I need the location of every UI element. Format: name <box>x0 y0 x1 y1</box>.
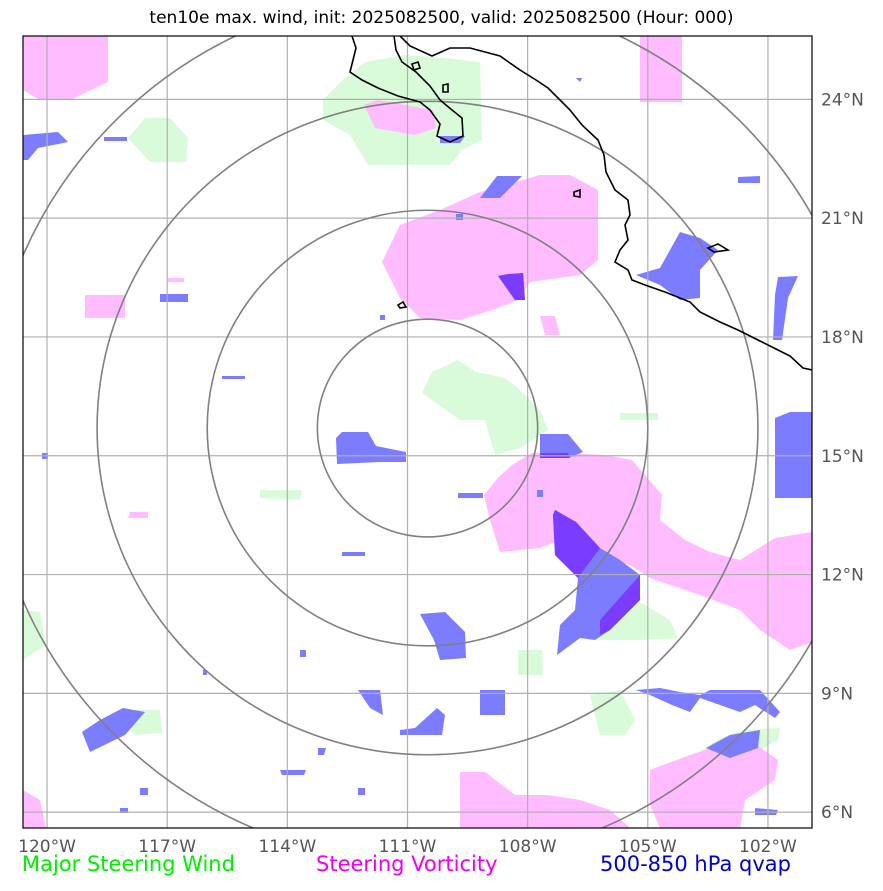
qvap-area <box>540 434 583 458</box>
map-plot-area <box>23 36 812 828</box>
legend-qvap: 500-850 hPa qvap <box>600 852 791 876</box>
wind-area <box>518 650 543 675</box>
gridlines <box>23 36 812 828</box>
range-ring <box>316 318 539 538</box>
qvap-area <box>738 176 760 183</box>
latitude-tick-label: 12°N <box>821 566 864 586</box>
island-path <box>410 60 422 72</box>
qvap-area <box>636 688 780 718</box>
qvap-area <box>140 788 148 795</box>
qvap-area <box>160 294 188 302</box>
longitude-tick-label: 102°W <box>739 837 797 857</box>
qvap-area <box>773 276 798 340</box>
island-path <box>396 300 408 309</box>
vorticity-area <box>460 772 630 828</box>
qvap-area <box>458 493 483 498</box>
longitude-tick-label: 108°W <box>499 837 557 857</box>
wind-area <box>620 413 658 420</box>
longitude-tick-label: 120°W <box>18 837 76 857</box>
range-ring <box>96 100 759 756</box>
qvap-area <box>358 690 383 715</box>
qvap-area <box>420 612 466 660</box>
qvap-area <box>222 376 245 379</box>
wind-area <box>23 610 46 660</box>
coastline <box>349 36 812 371</box>
qvap-area <box>104 137 127 141</box>
vorticity-area <box>85 295 125 318</box>
vorticity-area <box>168 278 184 282</box>
qvap-area <box>380 315 385 320</box>
island-path <box>442 83 449 93</box>
overlap-areas <box>498 273 640 635</box>
overlap-area <box>600 575 640 635</box>
qvap-areas <box>23 78 812 815</box>
vorticity-area <box>23 36 108 100</box>
qvap-area <box>576 78 582 82</box>
qvap-area <box>336 432 406 464</box>
qvap-area <box>300 650 306 657</box>
wind-area <box>128 118 188 162</box>
wind-area <box>422 360 548 455</box>
qvap-area <box>480 690 505 715</box>
range-ring <box>206 209 649 647</box>
qvap-area <box>706 730 760 758</box>
qvap-area <box>82 708 145 752</box>
qvap-area <box>456 214 463 220</box>
qvap-area <box>775 412 812 498</box>
qvap-area <box>318 748 326 755</box>
coastline-path <box>349 36 464 143</box>
vorticity-area <box>640 36 682 102</box>
coastline-path <box>399 36 812 371</box>
latitude-tick-label: 18°N <box>821 328 864 348</box>
qvap-area <box>358 788 365 795</box>
latitude-tick-label: 6°N <box>821 803 853 823</box>
qvap-area <box>23 132 68 160</box>
qvap-area <box>755 808 778 815</box>
latitude-tick-labels: 6°N 9°N 12°N 15°N 18°N 21°N 24°N <box>821 90 864 823</box>
qvap-area <box>280 770 306 775</box>
vorticity-area <box>382 175 598 320</box>
overlap-area <box>498 273 525 300</box>
island-path <box>706 243 731 253</box>
longitude-tick-labels: 120°W 117°W 114°W 111°W 108°W 105°W 102°W <box>18 837 797 857</box>
vorticity-area <box>540 316 560 335</box>
vorticity-area <box>23 790 46 828</box>
longitude-tick-label: 114°W <box>258 837 316 857</box>
map-title: ten10e max. wind, init: 2025082500, vali… <box>149 8 734 28</box>
vorticity-area <box>650 740 778 828</box>
qvap-area <box>342 552 365 556</box>
wind-area <box>590 690 635 735</box>
vorticity-area <box>364 100 436 135</box>
latitude-tick-label: 21°N <box>821 209 864 229</box>
qvap-area <box>537 490 543 497</box>
longitude-tick-label: 105°W <box>619 837 677 857</box>
steering-vorticity-areas <box>23 36 812 828</box>
island-path <box>573 188 581 198</box>
longitude-tick-label: 111°W <box>379 837 437 857</box>
qvap-area <box>400 708 445 735</box>
latitude-tick-label: 15°N <box>821 447 864 467</box>
qvap-area <box>480 176 522 198</box>
latitude-tick-label: 9°N <box>821 684 853 704</box>
map-frame <box>22 35 813 829</box>
latitude-tick-label: 24°N <box>821 90 864 110</box>
qvap-area <box>636 232 718 300</box>
range-rings <box>23 36 812 828</box>
vorticity-area <box>128 512 148 518</box>
legend-major-steering-wind: Major Steering Wind <box>22 852 235 876</box>
overlap-area <box>553 510 600 578</box>
legend-steering-vorticity: Steering Vorticity <box>316 852 498 876</box>
longitude-tick-label: 117°W <box>138 837 196 857</box>
wind-area <box>260 490 302 500</box>
